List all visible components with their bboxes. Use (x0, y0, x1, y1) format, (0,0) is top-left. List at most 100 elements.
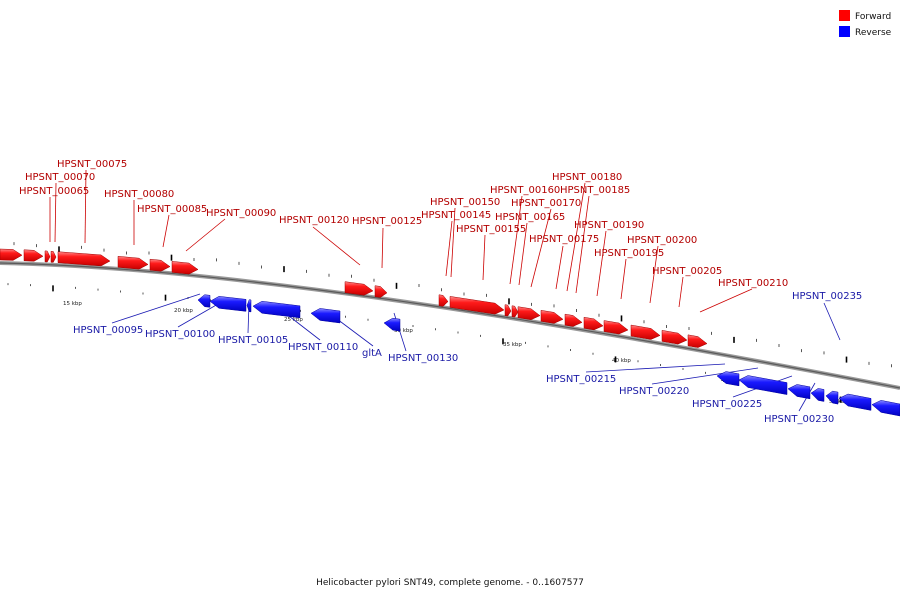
scale-label-15kbp: 15 kbp (63, 301, 82, 307)
forward-gene-arrow-15[interactable] (540, 310, 564, 324)
forward-gene-arrow-12[interactable] (504, 304, 512, 317)
leader-line-13 (530, 208, 552, 288)
forward-gene-arrow-11[interactable] (449, 296, 505, 315)
gene-label-HPSNT_00205[interactable]: HPSNT_00205 (652, 266, 722, 277)
forward-gene-arrow-0[interactable] (0, 248, 23, 261)
reverse-gene-arrow-9[interactable] (810, 388, 825, 402)
forward-gene-arrow-8[interactable] (344, 281, 374, 296)
genome-backbone-line (0, 262, 900, 389)
gene-label-HPSNT_00185[interactable]: HPSNT_00185 (560, 185, 630, 196)
reverse-gene-labels: HPSNT_00095 HPSNT_00100 HPSNT_00105 HPSN… (73, 291, 862, 425)
gene-label-HPSNT_00120[interactable]: HPSNT_00120 (279, 215, 349, 226)
forward-gene-arrow-13[interactable] (511, 305, 519, 318)
reverse-gene-arrow-11[interactable] (838, 393, 872, 411)
forward-gene-arrow-6[interactable] (149, 258, 171, 272)
forward-gene-arrow-5[interactable] (117, 255, 149, 270)
gene-label-HPSNT_00175[interactable]: HPSNT_00175 (529, 234, 599, 245)
forward-gene-arrow-7[interactable] (171, 261, 199, 275)
forward-gene-arrow-18[interactable] (603, 320, 629, 335)
scale-label-20kbp: 20 kbp (174, 308, 193, 314)
gene-label-HPSNT_00075[interactable]: HPSNT_00075 (57, 159, 127, 170)
scale-label-35kbp: 35 kbp (503, 342, 522, 348)
gene-label-HPSNT_00125[interactable]: HPSNT_00125 (352, 216, 422, 227)
leader-line-6 (312, 226, 361, 266)
scale-label-30kbp: 30 kbp (394, 328, 413, 334)
gene-label-HPSNT_00230[interactable]: HPSNT_00230 (764, 414, 834, 425)
gene-label-HPSNT_00195[interactable]: HPSNT_00195 (594, 248, 664, 259)
scale-label-50kbp: 50 kbp (829, 399, 848, 405)
gene-label-HPSNT_00080[interactable]: HPSNT_00080 (104, 189, 174, 200)
gene-label-HPSNT_00170[interactable]: HPSNT_00170 (511, 198, 581, 209)
leader-line-18 (620, 258, 627, 300)
reverse-gene-arrow-1[interactable] (209, 296, 247, 312)
gene-label-HPSNT_00145[interactable]: HPSNT_00145 (421, 210, 491, 221)
forward-gene-arrow-17[interactable] (583, 316, 604, 331)
reverse-gene-arrow-3[interactable] (252, 300, 301, 319)
forward-gene-arrow-14[interactable] (517, 306, 541, 320)
legend: Forward Reverse (839, 10, 892, 38)
reverse-gene-arrow-0[interactable] (197, 294, 211, 308)
legend-label-reverse: Reverse (855, 28, 892, 38)
genome-caption: Helicobacter pylori SNT49, complete geno… (316, 578, 584, 588)
forward-gene-arrow-3[interactable] (50, 250, 57, 263)
gene-label-HPSNT_00100[interactable]: HPSNT_00100 (145, 329, 215, 340)
leader-line-8 (445, 220, 453, 277)
gene-label-HPSNT_00210[interactable]: HPSNT_00210 (718, 278, 788, 289)
reverse-gene-arrow-8[interactable] (787, 384, 811, 400)
leader-line-17 (596, 230, 607, 297)
forward-gene-arrow-19[interactable] (630, 324, 661, 340)
forward-gene-arrow-2[interactable] (44, 250, 51, 263)
leader-line-7 (381, 227, 384, 269)
gene-label-HPSNT_00220[interactable]: HPSNT_00220 (619, 386, 689, 397)
leader-line-5 (185, 218, 226, 252)
legend-label-forward: Forward (855, 12, 891, 22)
leader-line-29 (651, 367, 759, 385)
scale-label-40kbp: 40 kbp (612, 358, 631, 364)
gene-leader-lines (49, 169, 841, 412)
gene-label-HPSNT_00090[interactable]: HPSNT_00090 (206, 208, 276, 219)
gene-features (0, 248, 900, 417)
forward-gene-arrow-20[interactable] (661, 330, 688, 345)
reverse-gene-arrow-7[interactable] (738, 375, 788, 395)
leader-line-15 (566, 182, 586, 292)
gene-label-HPSNT_00235[interactable]: HPSNT_00235 (792, 291, 862, 302)
reverse-gene-arrow-2[interactable] (246, 299, 252, 313)
gene-label-HPSNT_00160[interactable]: HPSNT_00160 (490, 185, 560, 196)
reverse-gene-arrow-4[interactable] (310, 308, 341, 324)
gene-label-HPSNT_00200[interactable]: HPSNT_00200 (627, 235, 697, 246)
forward-gene-arrow-1[interactable] (23, 249, 44, 262)
leader-line-9 (450, 207, 456, 278)
forward-gene-arrow-10[interactable] (438, 294, 449, 307)
forward-gene-arrow-4[interactable] (57, 251, 111, 267)
leader-line-20 (678, 276, 684, 308)
gene-label-HPSNT_00065[interactable]: HPSNT_00065 (19, 186, 89, 197)
leader-line-21 (699, 288, 753, 313)
forward-gene-arrow-9[interactable] (374, 285, 388, 298)
forward-gene-arrow-21[interactable] (687, 334, 708, 348)
leader-line-4 (162, 214, 170, 248)
gene-label-HPSNT_00180[interactable]: HPSNT_00180 (552, 172, 622, 183)
reverse-gene-arrow-12[interactable] (871, 400, 900, 417)
gene-label-HPSNT_00225[interactable]: HPSNT_00225 (692, 399, 762, 410)
gene-label-HPSNT_00165[interactable]: HPSNT_00165 (495, 212, 565, 223)
forward-gene-arrow-16[interactable] (564, 313, 583, 327)
gene-label-HPSNT_00095[interactable]: HPSNT_00095 (73, 325, 143, 336)
legend-swatch-reverse (839, 26, 850, 37)
gene-label-HPSNT_00130[interactable]: HPSNT_00130 (388, 353, 458, 364)
legend-swatch-forward (839, 10, 850, 21)
forward-gene-labels: HPSNT_00065 HPSNT_00070 HPSNT_00075 HPSN… (19, 159, 788, 289)
gene-label-HPSNT_00190[interactable]: HPSNT_00190 (574, 220, 644, 231)
reverse-gene-arrow-10[interactable] (825, 390, 839, 405)
leader-line-10 (482, 234, 486, 281)
gene-label-gltA[interactable]: gltA (362, 348, 382, 359)
gene-label-HPSNT_00105[interactable]: HPSNT_00105 (218, 335, 288, 346)
gene-label-HPSNT_00215[interactable]: HPSNT_00215 (546, 374, 616, 385)
gene-label-HPSNT_00155[interactable]: HPSNT_00155 (456, 224, 526, 235)
leader-line-12 (518, 222, 528, 286)
reverse-gene-arrow-5[interactable] (383, 317, 401, 332)
gene-label-HPSNT_00085[interactable]: HPSNT_00085 (137, 204, 207, 215)
gene-label-HPSNT_00110[interactable]: HPSNT_00110 (288, 342, 358, 353)
gene-label-HPSNT_00070[interactable]: HPSNT_00070 (25, 172, 95, 183)
gene-label-HPSNT_00150[interactable]: HPSNT_00150 (430, 197, 500, 208)
